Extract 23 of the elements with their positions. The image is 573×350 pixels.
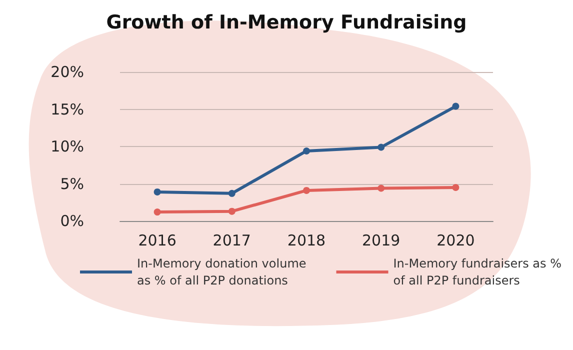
point bbox=[154, 188, 161, 196]
y-tick-label: 15% bbox=[50, 100, 84, 118]
point bbox=[378, 184, 385, 192]
y-tick-label: 5% bbox=[60, 174, 84, 193]
point bbox=[228, 190, 236, 197]
legend-label: In-Memory fundraisers as % of all P2P fundraisers bbox=[393, 256, 562, 288]
point bbox=[452, 102, 460, 110]
y-tick-label: 10% bbox=[50, 138, 84, 156]
x-tick-label: 2018 bbox=[287, 232, 326, 250]
y-tick-label: 0% bbox=[60, 212, 84, 230]
x-tick-label: 2017 bbox=[212, 232, 251, 250]
legend-label: In-Memory donation volume as % of all P2P donations bbox=[137, 256, 306, 288]
point bbox=[452, 184, 460, 191]
point bbox=[303, 147, 310, 154]
x-tick-label: 2020 bbox=[436, 232, 475, 250]
x-tick-label: 2019 bbox=[362, 232, 400, 250]
y-tick-label: 20% bbox=[50, 63, 84, 81]
point bbox=[228, 208, 236, 215]
point bbox=[154, 208, 161, 216]
point bbox=[378, 144, 385, 151]
point bbox=[303, 186, 310, 194]
x-tick-label: 2016 bbox=[138, 232, 176, 250]
chart-title: Growth of In-Memory Fundraising bbox=[106, 12, 467, 34]
